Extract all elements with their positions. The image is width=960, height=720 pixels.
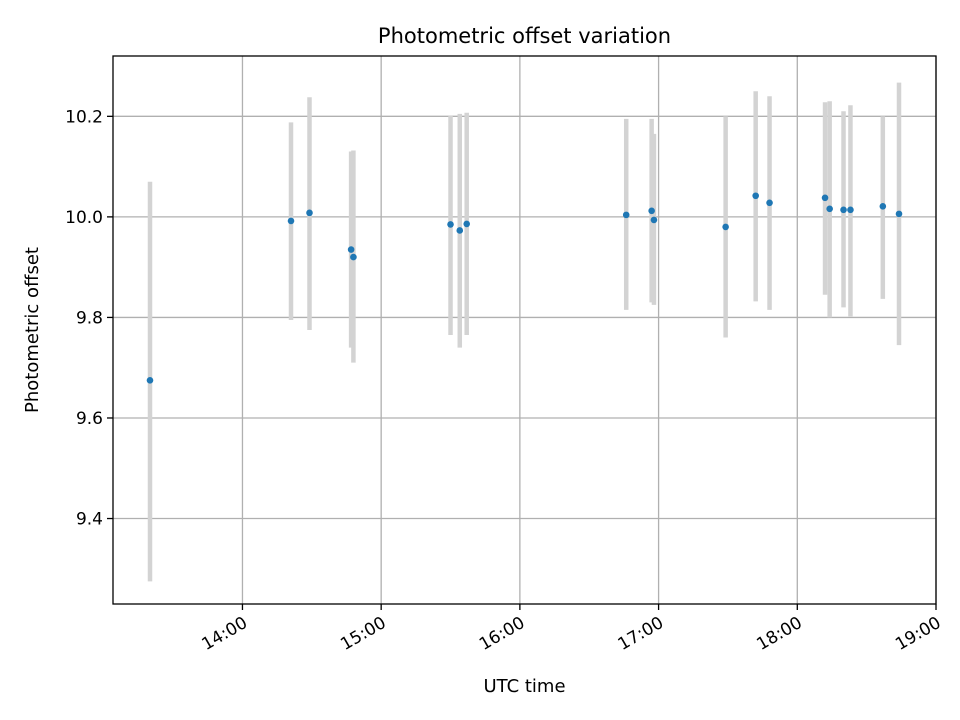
data-point — [350, 253, 357, 261]
grid-layer — [113, 56, 937, 604]
y-tick-label: 10.0 — [65, 208, 103, 228]
data-point — [840, 206, 847, 214]
data-point — [622, 211, 630, 219]
data-point — [456, 227, 464, 234]
x-tick-label: 15:00 — [337, 613, 389, 655]
tick-layer: 14:00 15:00 16:00 17:00 18:00 19:00 9.4 9.6 9.8 1… — [65, 107, 944, 654]
data-point — [648, 207, 655, 215]
x-tick-label: 17:00 — [615, 613, 667, 655]
chart-title: Photometric offset variation — [378, 24, 671, 48]
plot-frame — [112, 55, 937, 605]
x-axis-label: UTC time — [483, 676, 565, 697]
data-point — [895, 210, 903, 218]
x-tick-label: 19:00 — [892, 613, 944, 655]
data-point — [306, 209, 313, 217]
data-point — [146, 376, 154, 384]
y-tick-label: 9.4 — [76, 510, 103, 530]
data-point — [752, 192, 759, 200]
data-point — [847, 206, 854, 214]
data-point — [879, 203, 887, 210]
data-point — [766, 199, 773, 207]
data-point — [347, 246, 355, 253]
y-tick-label: 9.6 — [76, 409, 103, 429]
data-point — [821, 194, 829, 202]
x-tick-label: 14:00 — [199, 613, 251, 655]
y-tick-label: 10.2 — [65, 107, 103, 127]
y-axis-label: Photometric offset — [22, 247, 43, 413]
data-point — [463, 220, 471, 228]
data-point — [826, 205, 833, 213]
point-layer — [146, 192, 903, 384]
data-point — [650, 216, 658, 224]
data-point — [287, 217, 295, 225]
x-tick-label: 18:00 — [753, 613, 805, 655]
data-point — [447, 221, 454, 228]
x-tick-label: 16:00 — [476, 613, 528, 655]
y-tick-label: 9.8 — [76, 308, 103, 328]
data-point — [722, 223, 729, 231]
errorbar-layer — [147, 82, 902, 582]
